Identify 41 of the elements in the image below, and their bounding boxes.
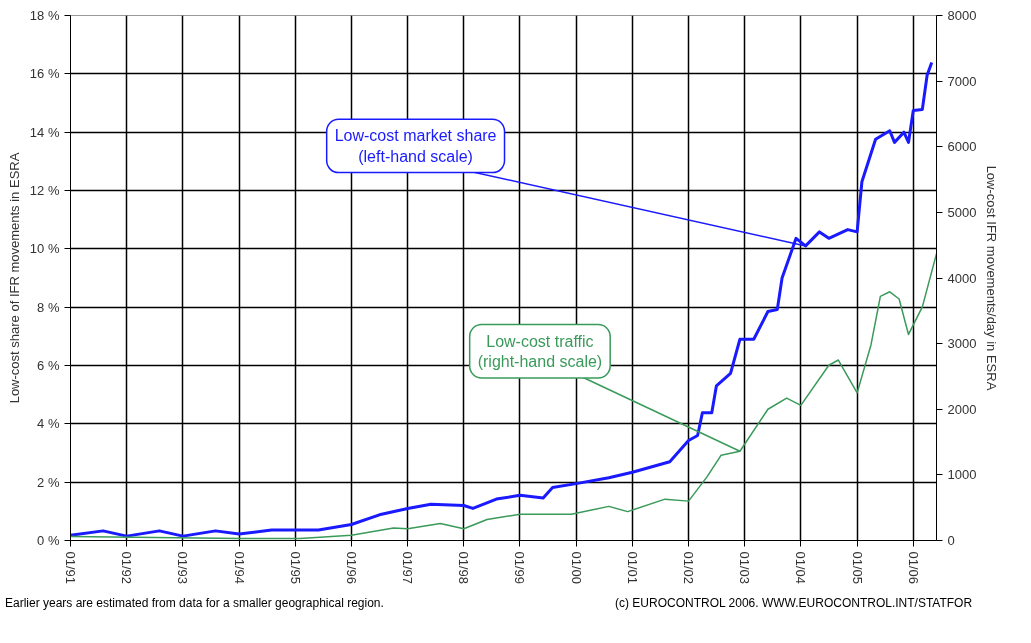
x-tick-label: 01/97 [400,551,416,585]
y-tick-label: 14 % [29,124,60,140]
y-tick-label: 8 % [37,299,60,315]
y2-tick-label: 3000 [947,336,977,352]
x-tick-label: 01/01 [624,551,640,585]
y2-tick-label: 2000 [947,401,977,417]
y-tick-label: 10 % [29,241,60,257]
annotation: Low-cost traffic (right-hand scale) [477,332,603,370]
x-tick-label: 01/06 [905,551,921,585]
y-tick-label: 0 % [37,533,60,548]
y-tick-label: 16 % [29,66,60,82]
x-tick-label: 01/96 [343,551,359,585]
x-tick-label: 01/94 [231,551,247,585]
x-tick-label: 01/91 [63,551,78,585]
x-tick-label: 01/04 [793,551,809,585]
y-axis-title: Low-cost share of IFR movements in ESRA [6,152,22,404]
y-tick-label: 12 % [29,183,60,198]
x-tick-label: 01/99 [512,551,528,585]
y-tick-label: 18 % [29,8,60,23]
x-tick-label: 01/95 [287,551,303,585]
text: Earlier years are estimated from data for a smaller geographical region. [5,595,384,612]
y-tick-label: 2 % [37,474,60,490]
y2-tick-label: 7000 [947,73,977,89]
y2-tick-label: 8000 [947,8,977,23]
x-tick-label: 01/92 [119,551,135,585]
x-tick-label: 01/93 [175,551,191,585]
y2-tick-label: 5000 [947,204,977,220]
y2-tick-label: 6000 [947,139,977,155]
y2-tick-label: 4000 [947,270,977,286]
y2-tick-label: 1000 [947,467,977,483]
x-tick-label: 01/03 [737,551,753,585]
x-tick-label: 01/02 [681,551,697,585]
y2-axis-title: Low-cost IFR movements/day in ESRA [984,165,1000,391]
y-tick-label: 6 % [37,358,60,373]
x-tick-label: 01/05 [849,551,865,585]
annotation: Low-cost market share (left-hand scale) [334,127,497,165]
x-tick-label: 01/00 [568,551,584,585]
text: (c) EUROCONTROL 2006. WWW.EUROCONTROL.INT/STATFOR [615,595,973,612]
y2-tick-label: 0 [947,533,955,548]
x-tick-label: 01/98 [456,551,472,585]
y-tick-label: 4 % [37,416,60,432]
